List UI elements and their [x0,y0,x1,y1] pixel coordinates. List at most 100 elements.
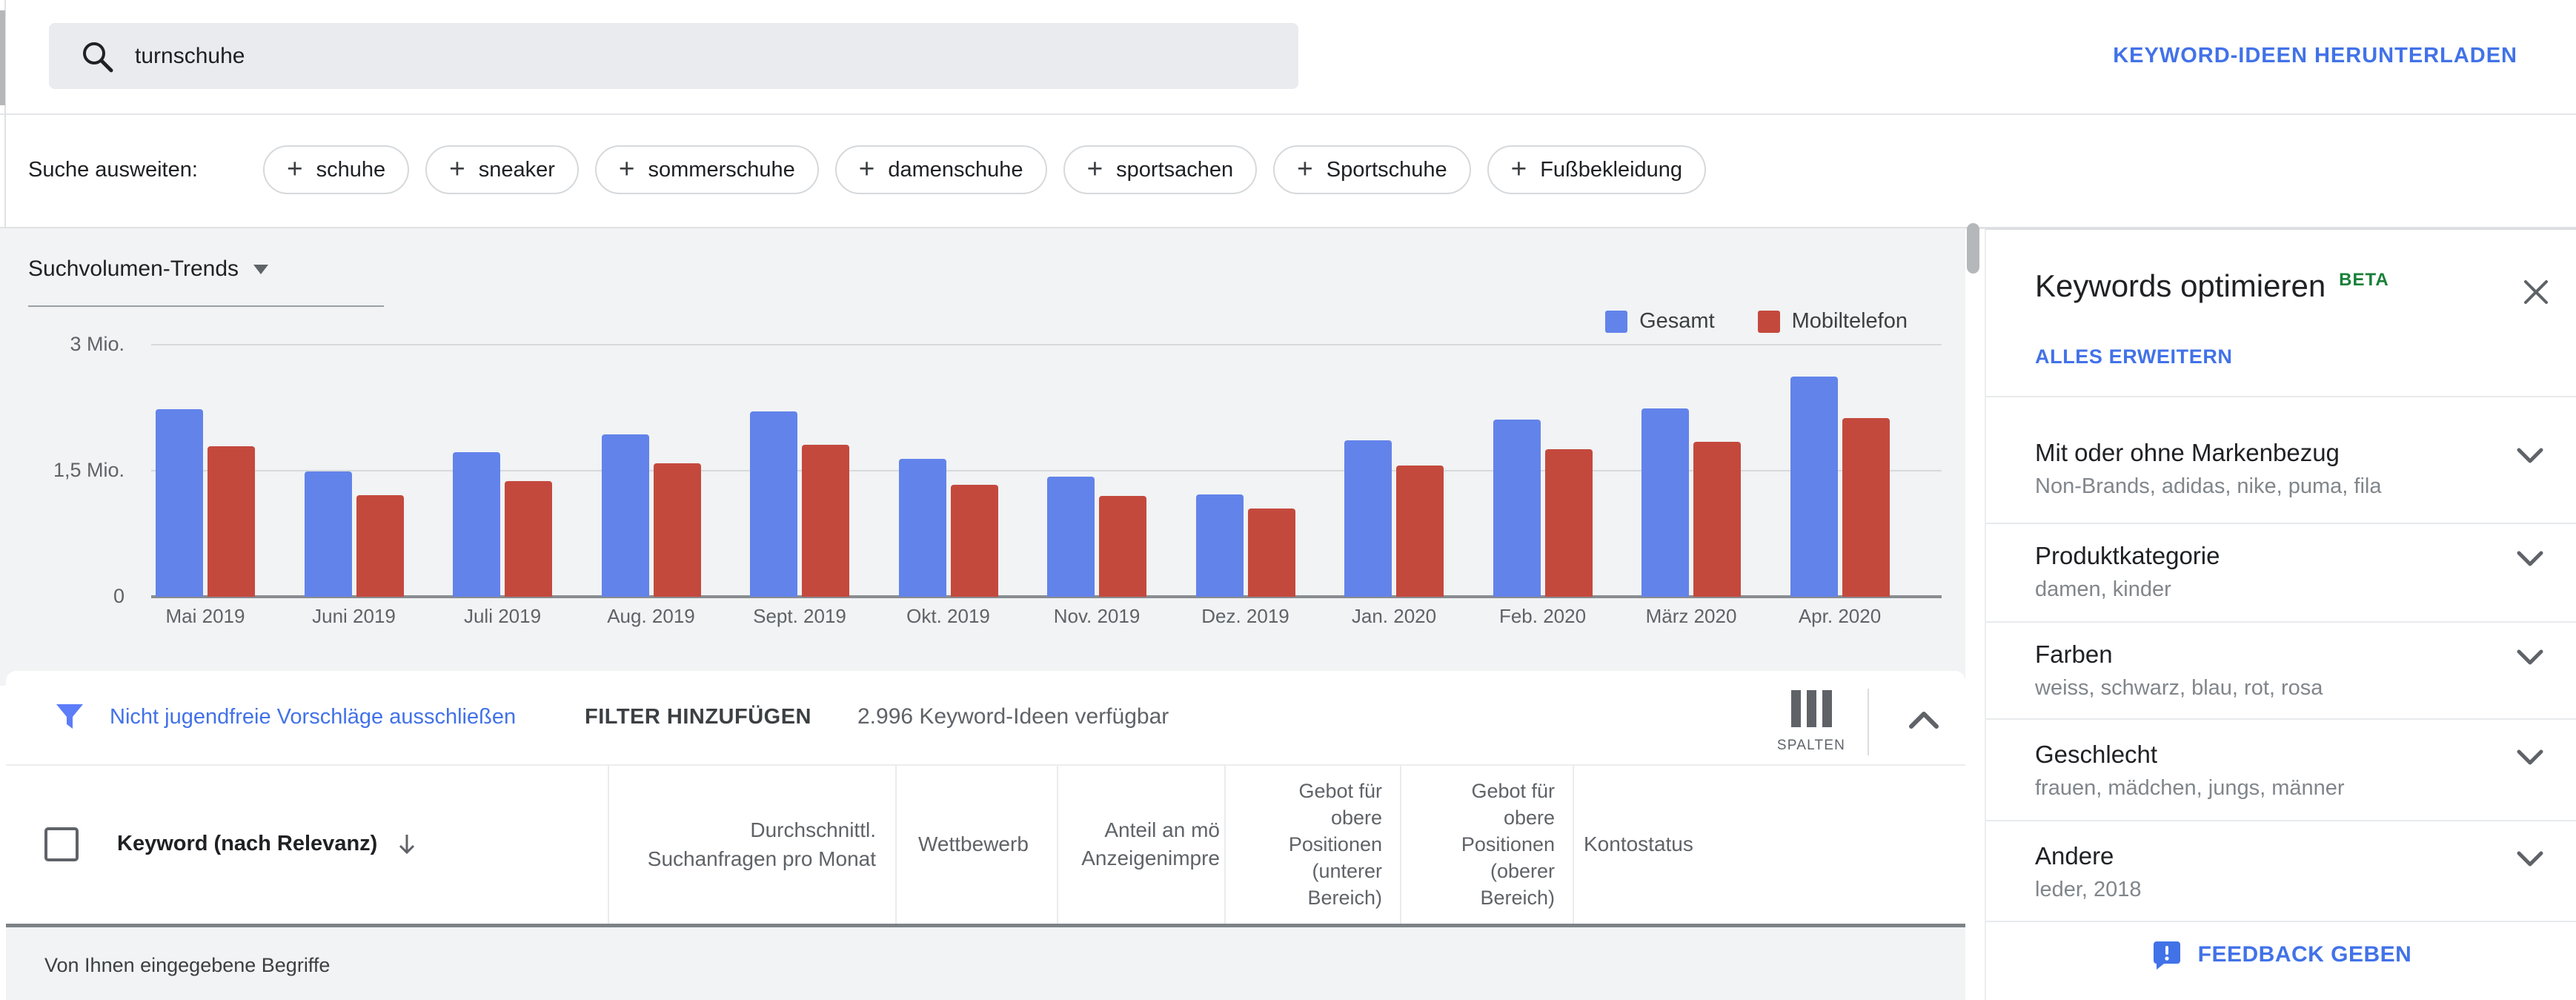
sidebar-section-2[interactable]: Produktkategorie damen, kinder [1986,524,2576,623]
chevron-down-icon[interactable] [2515,549,2545,572]
x-axis-label: Mai 2019 [165,605,245,627]
section-title: Produktkategorie [2035,542,2220,569]
bar-gesamt-Jan. 2020 [1344,440,1392,597]
sidebar-section-1[interactable]: Mit oder ohne Markenbezug Non-Brands, adi… [1986,397,2576,524]
bar-gesamt-Juni 2019 [304,471,352,597]
trends-dropdown[interactable]: Suchvolumen-Trends [28,256,269,282]
toolbar-divider [1868,689,1869,755]
legend-item-mobiltelefon: Mobiltelefon [1757,309,1908,334]
bar-mobiltelefon-Okt. 2019 [950,485,998,597]
column-header-6[interactable]: Kontostatus [1584,832,1693,855]
sort-descending-icon[interactable] [396,832,417,856]
column-header-1[interactable]: Durchschnittl. Suchanfragen pro Monat [647,818,876,870]
chip-label: sommerschuhe [648,157,795,182]
vertical-scrollbar-thumb[interactable] [1967,223,1979,274]
x-axis-label: Sept. 2019 [753,605,846,627]
trends-title: Suchvolumen-Trends [28,256,239,281]
select-all-checkbox[interactable] [44,827,79,861]
keyword-column-header[interactable]: Keyword (nach Relevanz) [6,764,608,924]
expand-chip-damenschuhe[interactable]: + damenschuhe [834,145,1047,194]
add-filter-button[interactable]: FILTER HINZUFÜGEN [585,704,811,729]
expand-chip-Sportschuhe[interactable]: + Sportschuhe [1273,145,1471,194]
bar-mobiltelefon-Sept. 2019 [802,445,849,597]
column-divider [1224,764,1226,924]
column-header-4[interactable]: Gebot für obere Positionen (unterer Bere… [1288,779,1382,909]
bar-gesamt-Okt. 2019 [898,459,946,597]
section-subtitle: damen, kinder [2035,577,2171,601]
bar-gesamt-Feb. 2020 [1493,420,1541,597]
bar-mobiltelefon-Jan. 2020 [1396,466,1444,597]
expand-search-label: Suche ausweiten: [28,157,198,182]
column-divider [1400,764,1401,924]
column-header-5[interactable]: Gebot für obere Positionen (oberer Berei… [1461,779,1555,909]
download-keyword-ideas-link[interactable]: KEYWORD-IDEEN HERUNTERLADEN [2113,44,2517,67]
x-axis-label: Nov. 2019 [1053,605,1141,627]
y-axis-tick: 1,5 Mio. [53,459,125,481]
left-scrollbar-thumb[interactable] [0,10,5,105]
x-axis-label: Feb. 2020 [1498,605,1587,627]
chevron-down-icon[interactable] [2515,648,2545,671]
chevron-down-icon[interactable] [2515,850,2545,872]
collapse-panel-button[interactable] [1905,703,1943,736]
column-header-3[interactable]: Anteil an mö Anzeigenimpre [1081,818,1220,870]
columns-icon [1790,690,1832,727]
sidebar-section-4[interactable]: Geschlecht frauen, mädchen, jungs, männer [1986,720,2576,821]
section-title: Farben [2035,640,2113,668]
x-axis-label: März 2020 [1645,605,1737,627]
plus-icon: + [1086,153,1103,184]
expand-chip-sportsachen[interactable]: + sportsachen [1063,145,1258,194]
expand-chip-schuhe[interactable]: + schuhe [263,145,410,194]
plus-icon: + [1297,153,1313,184]
bar-mobiltelefon-Juli 2019 [505,481,552,597]
chevron-up-icon [1909,712,1939,729]
filter-funnel-icon [56,704,83,729]
chevron-down-icon[interactable] [2515,748,2545,771]
chip-label: Fußbekleidung [1540,157,1683,182]
section-subtitle: leder, 2018 [2035,878,2142,901]
expand-chip-sommerschuhe[interactable]: + sommerschuhe [594,145,819,194]
column-header-2[interactable]: Wettbewerb [918,832,1029,855]
close-sidebar-button[interactable] [2520,276,2552,308]
section-subtitle: frauen, mädchen, jungs, männer [2035,776,2345,800]
feedback-icon [2153,941,2180,970]
x-axis-label: Jan. 2020 [1351,605,1437,627]
x-axis-label: Apr. 2020 [1798,605,1882,627]
plus-icon: + [858,153,875,184]
top-header: KEYWORD-IDEEN HERUNTERLADEN [0,0,2576,115]
section-subtitle: Non-Brands, adidas, nike, puma, fila [2035,474,2382,498]
expand-chip-sneaker[interactable]: + sneaker [425,145,579,194]
x-axis-label: Dez. 2019 [1201,605,1289,627]
exclude-adult-suggestions-link[interactable]: Nicht jugendfreie Vorschläge ausschließe… [110,704,517,729]
expand-chip-Fußbekleidung[interactable]: + Fußbekleidung [1487,145,1707,194]
keyword-search-box[interactable] [49,23,1298,89]
section-title: Andere [2035,842,2114,870]
bar-mobiltelefon-März 2020 [1693,442,1741,597]
search-input[interactable] [133,42,1248,70]
x-axis-label: Juni 2019 [312,605,396,627]
bar-mobiltelefon-Mai 2019 [208,446,255,597]
chip-label: damenschuhe [888,157,1023,182]
bar-mobiltelefon-Juni 2019 [356,495,404,597]
feedback-button[interactable]: FEEDBACK GEBEN [1986,940,2576,970]
chip-label: sneaker [478,157,555,182]
x-axis-label: Juli 2019 [463,605,542,627]
column-divider [895,764,897,924]
gridline-0 [151,595,1942,598]
sidebar-section-3[interactable]: Farben weiss, schwarz, blau, rot, rosa [1986,623,2576,720]
plus-icon: + [1510,153,1527,184]
dropdown-arrow-icon [253,264,269,274]
chevron-down-icon[interactable] [2515,446,2545,469]
y-axis-tick: 0 [113,585,125,607]
expand-all-link[interactable]: ALLES ERWEITERN [2035,345,2233,368]
bar-gesamt-Apr. 2020 [1790,377,1838,597]
columns-button[interactable]: SPALTEN [1774,690,1848,754]
bar-gesamt-Sept. 2019 [750,411,797,597]
bar-gesamt-Nov. 2019 [1047,477,1095,597]
keyword-column-label: Keyword (nach Relevanz) [117,832,378,855]
bar-mobiltelefon-Feb. 2020 [1544,449,1593,597]
search-volume-trends-panel: Suchvolumen-Trends Gesamt Mobiltelefon 3 … [0,228,1965,686]
section-row-label: Von Ihnen eingegebene Begriffe [44,954,331,976]
sidebar-section-5[interactable]: Andere leder, 2018 [1986,821,2576,922]
legend-label: Mobiltelefon [1791,309,1908,333]
close-icon [2524,280,2548,304]
